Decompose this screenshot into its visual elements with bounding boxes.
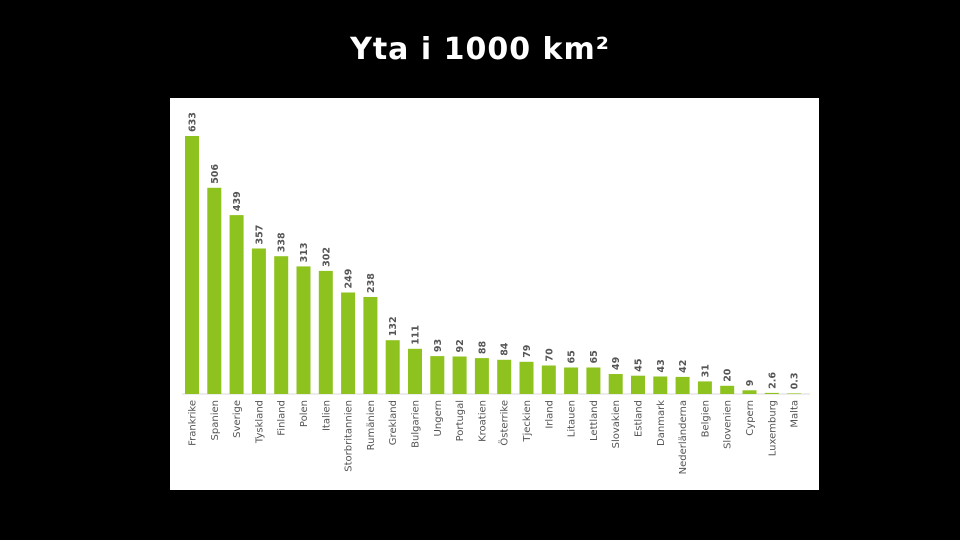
category-label-18: Lettland [589,400,600,441]
value-label-12: 92 [455,339,466,352]
category-label-1: Spanien [210,400,221,440]
value-label-4: 338 [277,232,288,252]
bar-27 [787,393,802,394]
category-label-5: Polen [299,400,310,427]
value-label-2: 439 [232,191,243,211]
value-label-17: 65 [567,350,578,363]
category-label-9: Grekland [388,400,399,445]
bars-group [185,136,802,394]
bar-26 [764,392,779,394]
bar-3 [251,248,266,394]
value-label-7: 249 [344,269,355,289]
value-label-10: 111 [411,325,422,345]
category-label-6: Italien [321,400,332,431]
category-label-20: Estland [634,400,645,437]
bar-11 [430,356,445,394]
bar-7 [341,292,356,394]
value-label-27: 0.3 [790,373,801,390]
bar-6 [318,270,333,394]
value-label-8: 238 [366,273,377,293]
category-label-21: Danmark [656,400,667,446]
category-label-12: Portugal [455,400,466,441]
category-label-17: Litauen [567,400,578,437]
category-label-19: Slovakien [611,400,622,448]
category-label-23: Belgien [700,400,711,437]
category-label-15: Tjeckien [522,400,533,443]
category-label-7: Storbritannien [344,400,355,472]
bar-4 [274,256,289,394]
bar-22 [675,376,690,394]
bar-8 [363,297,378,394]
category-label-22: Nederländerna [678,400,689,474]
bar-17 [564,367,579,394]
bar-20 [631,375,645,394]
category-label-14: Österrike [498,400,511,446]
value-label-22: 42 [678,360,689,373]
category-label-16: Irland [544,400,555,429]
chart-panel: 633 506 439 357 338 313 302 249 238 132 111 93 92 88 8… [170,98,819,490]
value-label-20: 45 [634,358,645,371]
bar-9 [385,340,400,394]
bar-0 [185,136,199,394]
bar-25 [742,390,757,394]
value-label-13: 88 [477,340,488,354]
category-labels-group: Frankrike Spanien Sverige Tyskland Finland Po… [188,400,801,475]
bar-5 [296,266,311,394]
bar-2 [229,215,244,394]
value-label-11: 93 [433,339,444,352]
category-label-3: Tyskland [254,400,265,444]
value-label-26: 2.6 [767,372,778,389]
value-label-25: 9 [745,380,756,387]
category-label-26: Luxemburg [767,400,778,456]
value-label-21: 43 [656,359,667,372]
bar-16 [541,365,556,394]
category-label-8: Rumänien [366,400,377,450]
category-label-27: Malta [790,400,801,428]
category-label-25: Cypern [745,400,756,436]
value-label-0: 633 [188,112,199,132]
category-label-24: Slovenien [723,400,734,449]
value-label-19: 49 [611,357,622,370]
bar-10 [408,348,422,394]
bar-12 [452,356,467,394]
value-label-9: 132 [388,316,399,336]
value-label-23: 31 [700,364,711,377]
category-label-13: Kroatien [477,400,488,442]
bar-13 [474,358,489,394]
value-label-16: 70 [544,348,555,362]
value-label-3: 357 [254,225,265,245]
bar-1 [207,187,222,394]
bar-14 [497,359,512,394]
value-label-18: 65 [589,350,600,363]
value-label-15: 79 [522,345,533,358]
category-label-0: Frankrike [188,400,199,446]
value-label-5: 313 [299,243,310,263]
value-label-24: 20 [723,368,734,382]
category-label-10: Bulgarien [411,400,422,448]
category-label-2: Sverige [232,400,243,438]
value-label-14: 84 [500,342,511,356]
bar-19 [608,374,623,394]
bar-18 [586,367,601,394]
bar-21 [653,376,668,394]
value-label-6: 302 [321,247,332,267]
bar-15 [519,361,534,394]
bar-24 [720,385,735,394]
category-label-4: Finland [277,400,288,436]
slide-title: Yta i 1000 km² [350,32,610,67]
category-label-11: Ungern [433,400,444,436]
value-label-1: 506 [210,164,221,184]
bar-23 [697,381,712,394]
